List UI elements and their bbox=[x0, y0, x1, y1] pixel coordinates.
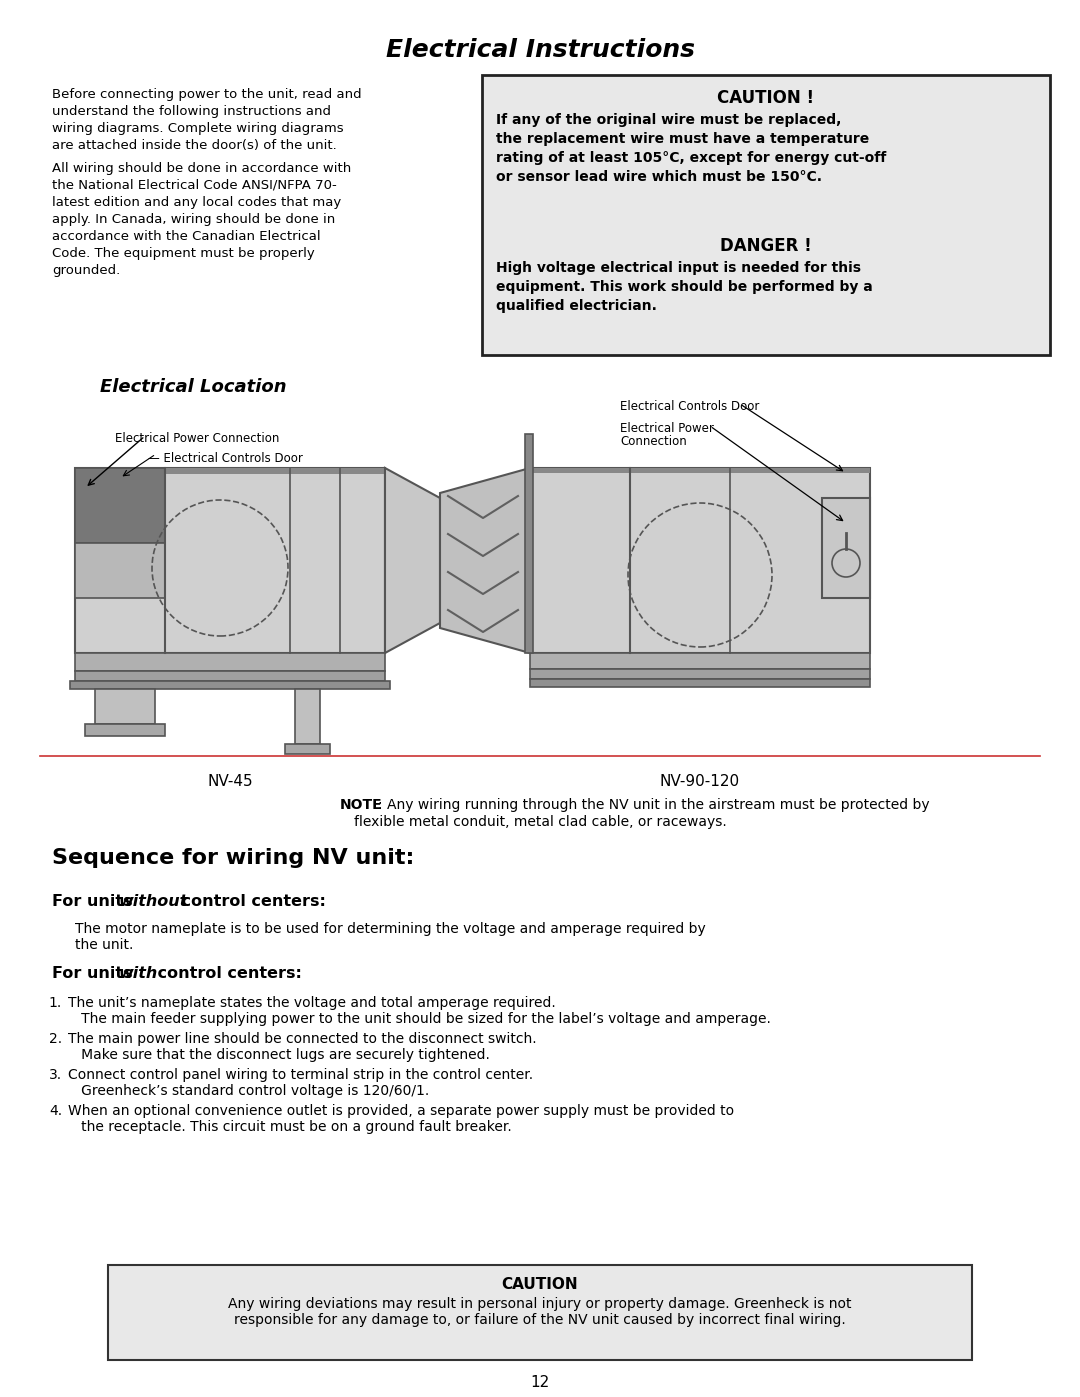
Bar bbox=[75, 543, 165, 598]
Bar bbox=[70, 680, 390, 689]
Bar bbox=[530, 468, 870, 474]
Text: are attached inside the door(s) of the unit.: are attached inside the door(s) of the u… bbox=[52, 138, 337, 152]
Text: understand the following instructions and: understand the following instructions an… bbox=[52, 105, 330, 117]
Bar bbox=[95, 689, 156, 724]
Text: accordance with the Canadian Electrical: accordance with the Canadian Electrical bbox=[52, 231, 321, 243]
Text: DANGER !: DANGER ! bbox=[720, 237, 812, 256]
Text: If any of the original wire must be replaced,: If any of the original wire must be repl… bbox=[496, 113, 841, 127]
Bar bbox=[75, 671, 384, 680]
Text: the unit.: the unit. bbox=[75, 937, 133, 951]
Text: The unit’s nameplate states the voltage and total amperage required.: The unit’s nameplate states the voltage … bbox=[68, 996, 556, 1010]
Text: flexible metal conduit, metal clad cable, or raceways.: flexible metal conduit, metal clad cable… bbox=[353, 814, 727, 828]
Bar bbox=[822, 497, 870, 598]
Text: the replacement wire must have a temperature: the replacement wire must have a tempera… bbox=[496, 131, 869, 147]
Bar bbox=[75, 468, 384, 474]
Text: grounded.: grounded. bbox=[52, 264, 120, 277]
Text: control centers:: control centers: bbox=[152, 965, 302, 981]
Text: Make sure that the disconnect lugs are securely tightened.: Make sure that the disconnect lugs are s… bbox=[68, 1048, 490, 1062]
Bar bbox=[530, 679, 870, 687]
Text: 3.: 3. bbox=[49, 1067, 62, 1083]
Bar bbox=[482, 75, 1050, 355]
Text: Before connecting power to the unit, read and: Before connecting power to the unit, rea… bbox=[52, 88, 362, 101]
Text: Sequence for wiring NV unit:: Sequence for wiring NV unit: bbox=[52, 848, 415, 868]
Text: High voltage electrical input is needed for this: High voltage electrical input is needed … bbox=[496, 261, 861, 275]
Text: CAUTION !: CAUTION ! bbox=[717, 89, 814, 108]
Text: with: with bbox=[119, 965, 159, 981]
Text: apply. In Canada, wiring should be done in: apply. In Canada, wiring should be done … bbox=[52, 212, 335, 226]
Text: wiring diagrams. Complete wiring diagrams: wiring diagrams. Complete wiring diagram… bbox=[52, 122, 343, 136]
Bar bbox=[285, 745, 330, 754]
Polygon shape bbox=[440, 468, 530, 652]
Text: rating of at least 105°C, except for energy cut-off: rating of at least 105°C, except for ene… bbox=[496, 151, 887, 165]
Text: NV-45: NV-45 bbox=[207, 774, 253, 789]
Text: Electrical Controls Door: Electrical Controls Door bbox=[620, 400, 759, 414]
Text: 2.: 2. bbox=[49, 1032, 62, 1046]
Text: Electrical Location: Electrical Location bbox=[100, 379, 286, 395]
Text: For units: For units bbox=[52, 965, 138, 981]
Text: or sensor lead wire which must be 150°C.: or sensor lead wire which must be 150°C. bbox=[496, 170, 822, 184]
Text: control centers:: control centers: bbox=[176, 894, 326, 909]
Text: Greenheck’s standard control voltage is 120/60/1.: Greenheck’s standard control voltage is … bbox=[68, 1084, 429, 1098]
Text: Connect control panel wiring to terminal strip in the control center.: Connect control panel wiring to terminal… bbox=[68, 1067, 534, 1083]
Bar bbox=[295, 689, 320, 745]
Bar bbox=[530, 669, 870, 679]
Text: without: without bbox=[119, 894, 188, 909]
Text: Any wiring deviations may result in personal injury or property damage. Greenhec: Any wiring deviations may result in pers… bbox=[228, 1296, 852, 1310]
Bar bbox=[525, 434, 534, 652]
Text: NOTE: NOTE bbox=[340, 798, 382, 812]
Text: CAUTION: CAUTION bbox=[502, 1277, 578, 1292]
Text: qualified electrician.: qualified electrician. bbox=[496, 299, 657, 313]
Text: the receptacle. This circuit must be on a ground fault breaker.: the receptacle. This circuit must be on … bbox=[68, 1120, 512, 1134]
Text: Electrical Power Connection: Electrical Power Connection bbox=[114, 432, 280, 446]
Text: latest edition and any local codes that may: latest edition and any local codes that … bbox=[52, 196, 341, 210]
Bar bbox=[108, 1266, 972, 1361]
Polygon shape bbox=[384, 468, 440, 652]
Bar bbox=[85, 724, 165, 736]
Text: All wiring should be done in accordance with: All wiring should be done in accordance … bbox=[52, 162, 351, 175]
Text: 1.: 1. bbox=[49, 996, 62, 1010]
Text: Electrical Instructions: Electrical Instructions bbox=[386, 38, 694, 61]
Bar bbox=[75, 468, 165, 543]
Text: Code. The equipment must be properly: Code. The equipment must be properly bbox=[52, 247, 314, 260]
Bar bbox=[75, 652, 384, 671]
Text: : Any wiring running through the NV unit in the airstream must be protected by: : Any wiring running through the NV unit… bbox=[378, 798, 930, 812]
Text: When an optional convenience outlet is provided, a separate power supply must be: When an optional convenience outlet is p… bbox=[68, 1104, 734, 1118]
Text: The main feeder supplying power to the unit should be sized for the label’s volt: The main feeder supplying power to the u… bbox=[68, 1011, 771, 1025]
Text: Connection: Connection bbox=[620, 434, 687, 448]
Text: Electrical Power: Electrical Power bbox=[620, 422, 714, 434]
Bar bbox=[530, 652, 870, 669]
Text: The motor nameplate is to be used for determining the voltage and amperage requi: The motor nameplate is to be used for de… bbox=[75, 922, 705, 936]
Text: responsible for any damage to, or failure of the NV unit caused by incorrect fin: responsible for any damage to, or failur… bbox=[234, 1313, 846, 1327]
Text: For units: For units bbox=[52, 894, 138, 909]
Text: 4.: 4. bbox=[49, 1104, 62, 1118]
Text: NV-90-120: NV-90-120 bbox=[660, 774, 740, 789]
Bar bbox=[530, 468, 870, 652]
Text: the National Electrical Code ANSI/NFPA 70-: the National Electrical Code ANSI/NFPA 7… bbox=[52, 179, 337, 191]
Text: — Electrical Controls Door: — Electrical Controls Door bbox=[148, 453, 302, 465]
Text: 12: 12 bbox=[530, 1375, 550, 1390]
Bar bbox=[75, 468, 384, 652]
Text: equipment. This work should be performed by a: equipment. This work should be performed… bbox=[496, 279, 873, 293]
Text: The main power line should be connected to the disconnect switch.: The main power line should be connected … bbox=[68, 1032, 537, 1046]
